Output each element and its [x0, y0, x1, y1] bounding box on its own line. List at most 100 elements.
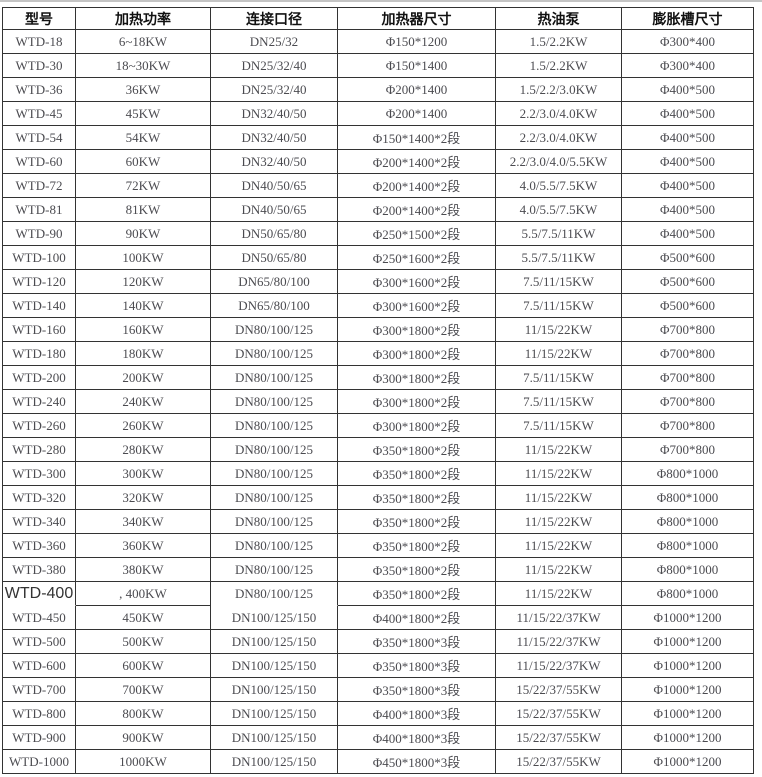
table-row: WTD-90 90KW DN50/65/80 Φ250*1500*2段 5.5/7.5/…	[3, 222, 754, 246]
table-cell: 2.2/3.0/4.0/5.5KW	[496, 150, 622, 174]
table-cell: Φ700*800	[622, 414, 754, 438]
table-cell: 11/15/22/37KW	[496, 606, 622, 630]
table-cell: WTD-260	[3, 414, 76, 438]
table-cell: WTD-120	[3, 270, 76, 294]
table-cell: WTD-81	[3, 198, 76, 222]
table-row: WTD-700 700KW DN100/125/150 Φ350*1800*3段 15/…	[3, 678, 754, 702]
table-cell: Φ200*1400	[338, 102, 496, 126]
table-cell: 380KW	[76, 558, 211, 582]
table-cell: 1.5/2.2KW	[496, 30, 622, 54]
table-cell: 600KW	[76, 654, 211, 678]
table-cell: Φ350*1800*2段	[338, 486, 496, 510]
column-header: 型号	[3, 8, 76, 30]
table-row: WTD-360 360KW DN80/100/125 Φ350*1800*2段 11/1…	[3, 534, 754, 558]
table-row: WTD-300 300KW DN80/100/125 Φ350*1800*2段 11/1…	[3, 462, 754, 486]
table-cell: 100KW	[76, 246, 211, 270]
table-cell: DN80/100/125	[211, 414, 338, 438]
table-cell: 280KW	[76, 438, 211, 462]
table-cell: 300KW	[76, 462, 211, 486]
table-cell: Φ800*1000	[622, 462, 754, 486]
table-cell: Φ400*500	[622, 198, 754, 222]
table-row: WTD-120 120KW DN65/80/100 Φ300*1600*2段 7.5/1…	[3, 270, 754, 294]
table-row: WTD-500 500KW DN100/125/150 Φ350*1800*3段 11/…	[3, 630, 754, 654]
table-cell: DN100/125/150	[211, 750, 338, 774]
table-cell: Φ300*1800*2段	[338, 342, 496, 366]
table-cell: DN80/100/125	[211, 582, 338, 606]
table-cell: 11/15/22KW	[496, 582, 622, 606]
table-cell: Φ150*1400*2段	[338, 126, 496, 150]
table-cell: Φ400*500	[622, 126, 754, 150]
table-cell: Φ700*800	[622, 318, 754, 342]
table-cell: 15/22/37/55KW	[496, 726, 622, 750]
table-cell: 5.5/7.5/11KW	[496, 246, 622, 270]
column-header: 连接口径	[211, 8, 338, 30]
table-cell: WTD-600	[3, 654, 76, 678]
table-cell: 5.5/7.5/11KW	[496, 222, 622, 246]
table-cell: Φ200*1400	[338, 78, 496, 102]
table-cell: DN65/80/100	[211, 270, 338, 294]
table-cell: DN25/32/40	[211, 54, 338, 78]
table-body: WTD-18 6~18KW DN25/32 Φ150*1200 1.5/2.2KW Φ30…	[3, 30, 754, 774]
table-cell: DN32/40/50	[211, 126, 338, 150]
table-cell: DN25/32	[211, 30, 338, 54]
table-row: WTD-320 320KW DN80/100/125 Φ350*1800*2段 11/1…	[3, 486, 754, 510]
table-cell: WTD-340	[3, 510, 76, 534]
table-cell: Φ300*400	[622, 54, 754, 78]
table-row: WTD-380 380KW DN80/100/125 Φ350*1800*2段 11/1…	[3, 558, 754, 582]
table-cell: 72KW	[76, 174, 211, 198]
table-cell: , 400KW	[76, 582, 211, 606]
table-cell: 60KW	[76, 150, 211, 174]
table-cell: WTD-400	[3, 582, 76, 606]
table-cell: DN25/32/40	[211, 78, 338, 102]
table-cell: 15/22/37/55KW	[496, 678, 622, 702]
table-cell: WTD-72	[3, 174, 76, 198]
table-row: WTD-100 100KW DN50/65/80 Φ250*1600*2段 5.5/7.…	[3, 246, 754, 270]
table-cell: WTD-1000	[3, 750, 76, 774]
table-cell: Φ300*1800*2段	[338, 366, 496, 390]
table-cell: 240KW	[76, 390, 211, 414]
table-cell: Φ800*1000	[622, 582, 754, 606]
table-cell: 360KW	[76, 534, 211, 558]
table-cell: Φ350*1800*2段	[338, 558, 496, 582]
table-cell: Φ1000*1200	[622, 678, 754, 702]
table-row: WTD-45 45KW DN32/40/50 Φ200*1400 2.2/3.0/4.0…	[3, 102, 754, 126]
table-row: WTD-140 140KW DN65/80/100 Φ300*1600*2段 7.5/1…	[3, 294, 754, 318]
table-cell: 1.5/2.2/3.0KW	[496, 78, 622, 102]
table-cell: Φ400*500	[622, 150, 754, 174]
table-cell: Φ400*500	[622, 102, 754, 126]
table-cell: Φ500*600	[622, 270, 754, 294]
table-cell: Φ300*1600*2段	[338, 294, 496, 318]
table-cell: WTD-380	[3, 558, 76, 582]
table-cell: Φ1000*1200	[622, 606, 754, 630]
table-cell: 15/22/37/55KW	[496, 750, 622, 774]
table-cell: WTD-18	[3, 30, 76, 54]
table-cell: 450KW	[76, 606, 211, 630]
table-cell: 11/15/22KW	[496, 486, 622, 510]
table-row: WTD-36 36KW DN25/32/40 Φ200*1400 1.5/2.2/3.0…	[3, 78, 754, 102]
table-cell: WTD-300	[3, 462, 76, 486]
table-cell: Φ450*1800*3段	[338, 750, 496, 774]
table-cell: DN80/100/125	[211, 462, 338, 486]
table-cell: Φ1000*1200	[622, 702, 754, 726]
table-cell: 120KW	[76, 270, 211, 294]
table-row: WTD-81 81KW DN40/50/65 Φ200*1400*2段 4.0/5.5/…	[3, 198, 754, 222]
table-row: WTD-200 200KW DN80/100/125 Φ300*1800*2段 7.5/…	[3, 366, 754, 390]
table-cell: 11/15/22KW	[496, 318, 622, 342]
table-cell: WTD-45	[3, 102, 76, 126]
table-cell: Φ350*1800*2段	[338, 534, 496, 558]
table-cell: 18~30KW	[76, 54, 211, 78]
table-cell: Φ150*1200	[338, 30, 496, 54]
table-cell: Φ500*600	[622, 294, 754, 318]
table-cell: Φ250*1500*2段	[338, 222, 496, 246]
table-cell: 11/15/22KW	[496, 462, 622, 486]
table-cell: 11/15/22KW	[496, 558, 622, 582]
table-row: WTD-800 800KW DN100/125/150 Φ400*1800*3段 15/…	[3, 702, 754, 726]
table-cell: Φ400*1800*2段	[338, 606, 496, 630]
table-cell: DN32/40/50	[211, 150, 338, 174]
table-row: WTD-72 72KW DN40/50/65 Φ200*1400*2段 4.0/5.5/…	[3, 174, 754, 198]
table-cell: Φ800*1000	[622, 486, 754, 510]
table-cell: Φ150*1400	[338, 54, 496, 78]
table-row: WTD-160 160KW DN80/100/125 Φ300*1800*2段 11/1…	[3, 318, 754, 342]
table-cell: 90KW	[76, 222, 211, 246]
table-cell: DN40/50/65	[211, 198, 338, 222]
